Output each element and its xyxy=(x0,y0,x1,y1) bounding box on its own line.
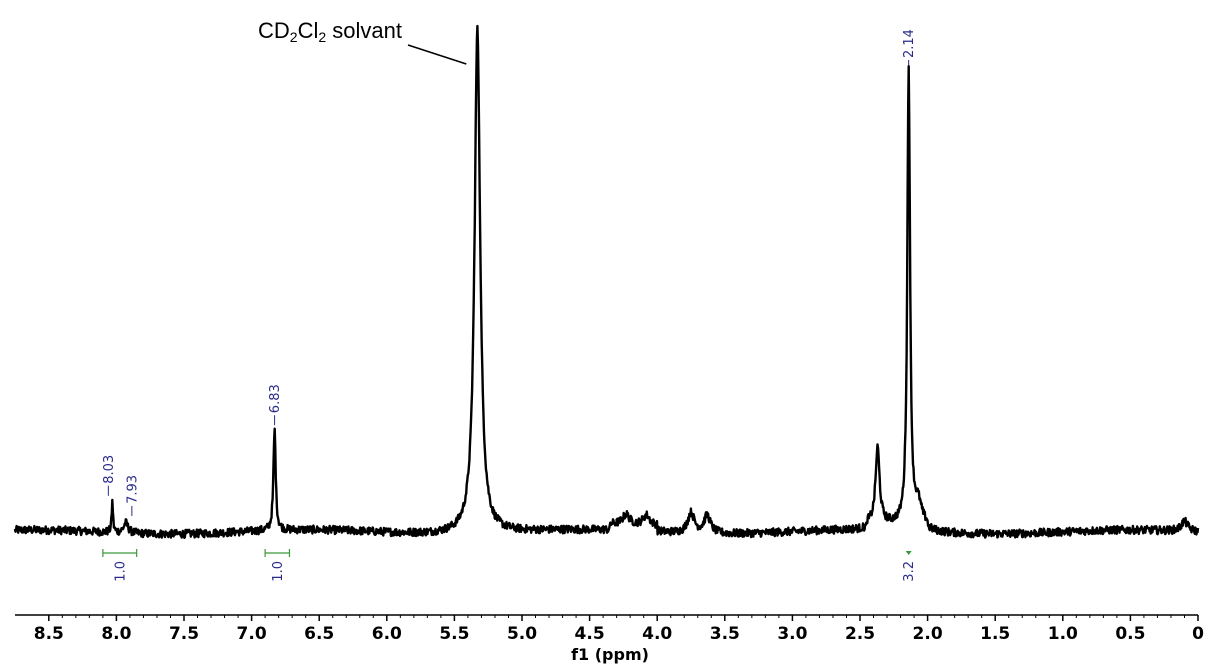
x-tick-label: 0.5 xyxy=(1115,624,1145,644)
x-axis: 8.5 8.0 7.5 7.0 6.5 6.0 5.5 5.0 4.5 4.0 3.5 3.0 2.5 2… xyxy=(15,614,1204,644)
integrals: 1.0 1.0 3.2 xyxy=(102,549,917,582)
x-tick-label: 7.5 xyxy=(169,624,199,644)
peak-label-text: 8.03 xyxy=(102,455,117,484)
annotation-text: CD2Cl2 solvant xyxy=(258,18,402,45)
peak-label: 7.93 xyxy=(125,475,140,516)
annotation-leader xyxy=(407,44,467,65)
x-tick-label: 3.5 xyxy=(710,624,740,644)
peak-label: 2.14 xyxy=(902,29,917,70)
peak-label: 8.03 xyxy=(102,455,117,496)
x-tick-label: 4.0 xyxy=(642,624,672,644)
integral: 3.2 xyxy=(902,551,917,582)
x-tick-label: 0 xyxy=(1192,624,1204,644)
integral-value: 3.2 xyxy=(902,561,917,582)
x-tick-label: 1.5 xyxy=(980,624,1010,644)
peak-label: 6.83 xyxy=(268,384,283,426)
integral-marker xyxy=(905,551,912,555)
integral-value: 1.0 xyxy=(271,561,286,582)
x-tick-label: 3.0 xyxy=(777,624,807,644)
integral: 1.0 xyxy=(264,549,291,582)
annotations: CD2Cl2 solvant xyxy=(258,18,467,65)
peak-labels: 8.03 7.93 6.83 2.14 xyxy=(102,29,917,516)
spectrum-trace xyxy=(13,24,1200,539)
x-tick-label: 5.5 xyxy=(439,624,469,644)
x-tick-label: 8.5 xyxy=(34,624,64,644)
x-tick-label: 2.0 xyxy=(913,624,943,644)
integral-value: 1.0 xyxy=(113,561,128,582)
integral: 1.0 xyxy=(102,549,138,582)
x-tick-label: 6.5 xyxy=(304,624,334,644)
x-tick-label: 6.0 xyxy=(372,624,402,644)
peak-label-text: 6.83 xyxy=(268,384,283,413)
x-tick-label: 8.0 xyxy=(101,624,131,644)
x-tick-label: 5.0 xyxy=(507,624,537,644)
peak-label-text: 7.93 xyxy=(125,475,140,504)
x-tick-label: 2.5 xyxy=(845,624,875,644)
solvent-annotation: CD2Cl2 solvant xyxy=(258,18,467,65)
x-axis-title: f1 (ppm) xyxy=(571,645,649,664)
peak-label-text: 2.14 xyxy=(902,29,917,58)
x-tick-label: 4.5 xyxy=(575,624,605,644)
x-tick-label: 1.0 xyxy=(1048,624,1078,644)
x-tick-label: 7.0 xyxy=(237,624,267,644)
